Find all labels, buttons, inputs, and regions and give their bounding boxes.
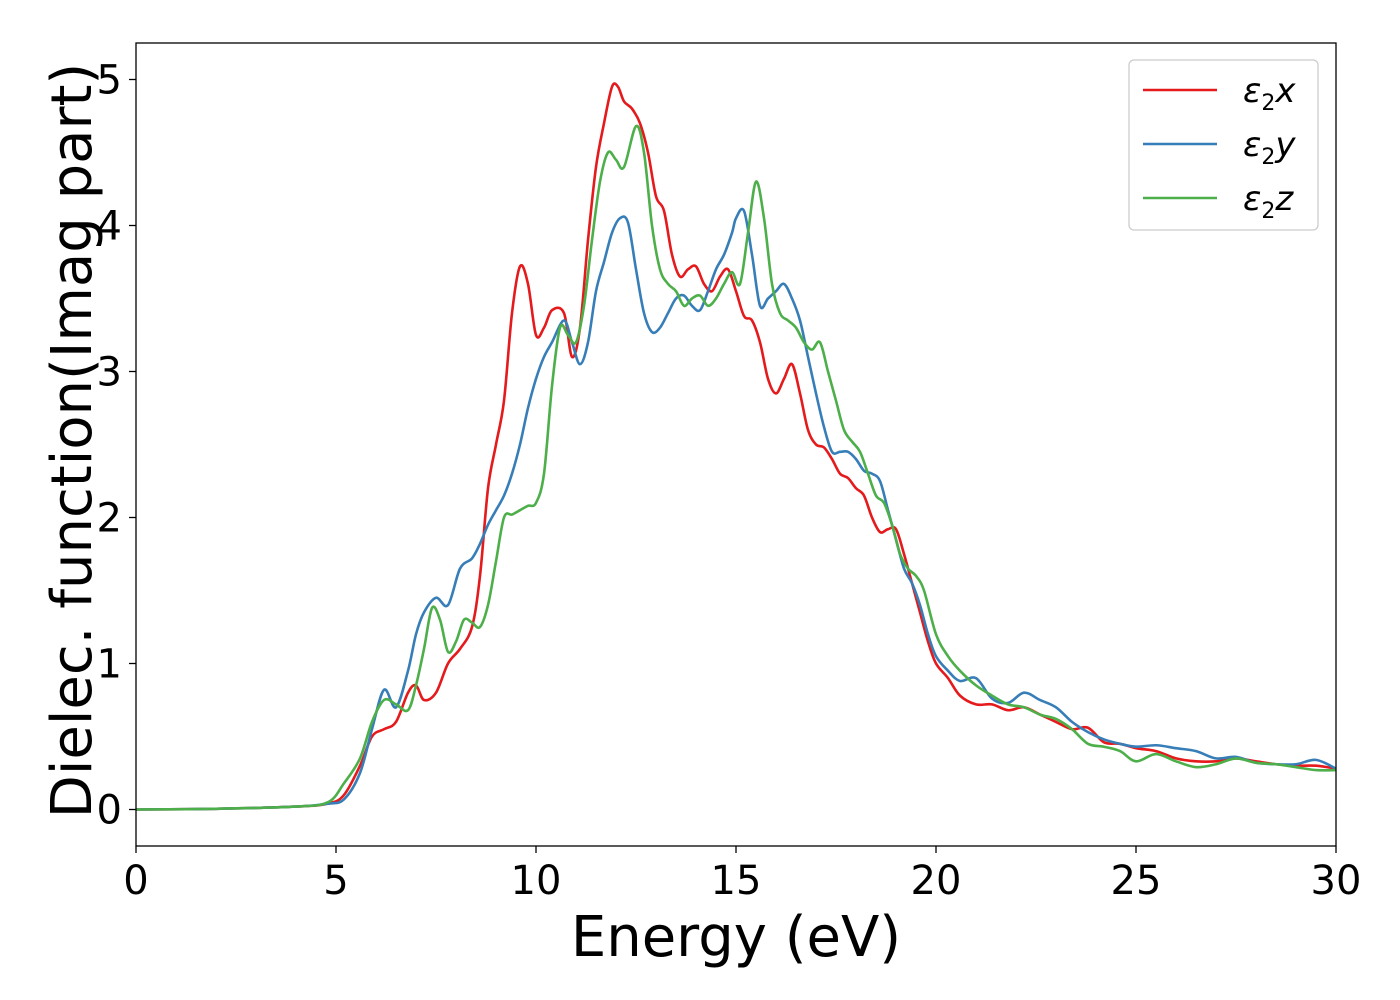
y-tick-label: 2	[97, 496, 122, 542]
legend-box	[1128, 59, 1319, 231]
x-tick-label: 15	[711, 858, 762, 904]
series-layer	[136, 82, 1336, 811]
x-tick-label: 25	[1111, 858, 1162, 904]
series-line-z	[136, 124, 1336, 811]
legend-label: ε2z	[1243, 179, 1294, 224]
y-tick-label: 3	[97, 350, 122, 396]
legend-label: ε2x	[1243, 71, 1296, 116]
x-tick-label: 0	[123, 858, 148, 904]
x-tick-label: 30	[1311, 858, 1362, 904]
y-axis-title: Dielec. function(Imag part)	[40, 63, 105, 819]
legend-label: ε2y	[1243, 125, 1296, 170]
series-line-y	[136, 207, 1336, 811]
y-tick-label: 1	[97, 642, 122, 688]
legend-entry-y: ε2y	[1143, 125, 1296, 170]
legend-entry-x: ε2x	[1143, 71, 1296, 116]
x-axis-title: Energy (eV)	[571, 905, 901, 970]
legend-entry-z: ε2z	[1143, 179, 1294, 224]
y-tick-label: 5	[97, 58, 122, 104]
x-tick-label: 10	[511, 858, 562, 904]
y-tick-label: 0	[97, 788, 122, 834]
y-tick-label: 4	[97, 204, 122, 250]
x-tick-label: 20	[911, 858, 962, 904]
ticks-layer: 0 5 10 15 20 25 30 0 1 2 3 4 5	[97, 58, 1362, 905]
x-tick-label: 5	[323, 858, 348, 904]
legend: ε2x ε2y ε2z	[1128, 59, 1319, 231]
